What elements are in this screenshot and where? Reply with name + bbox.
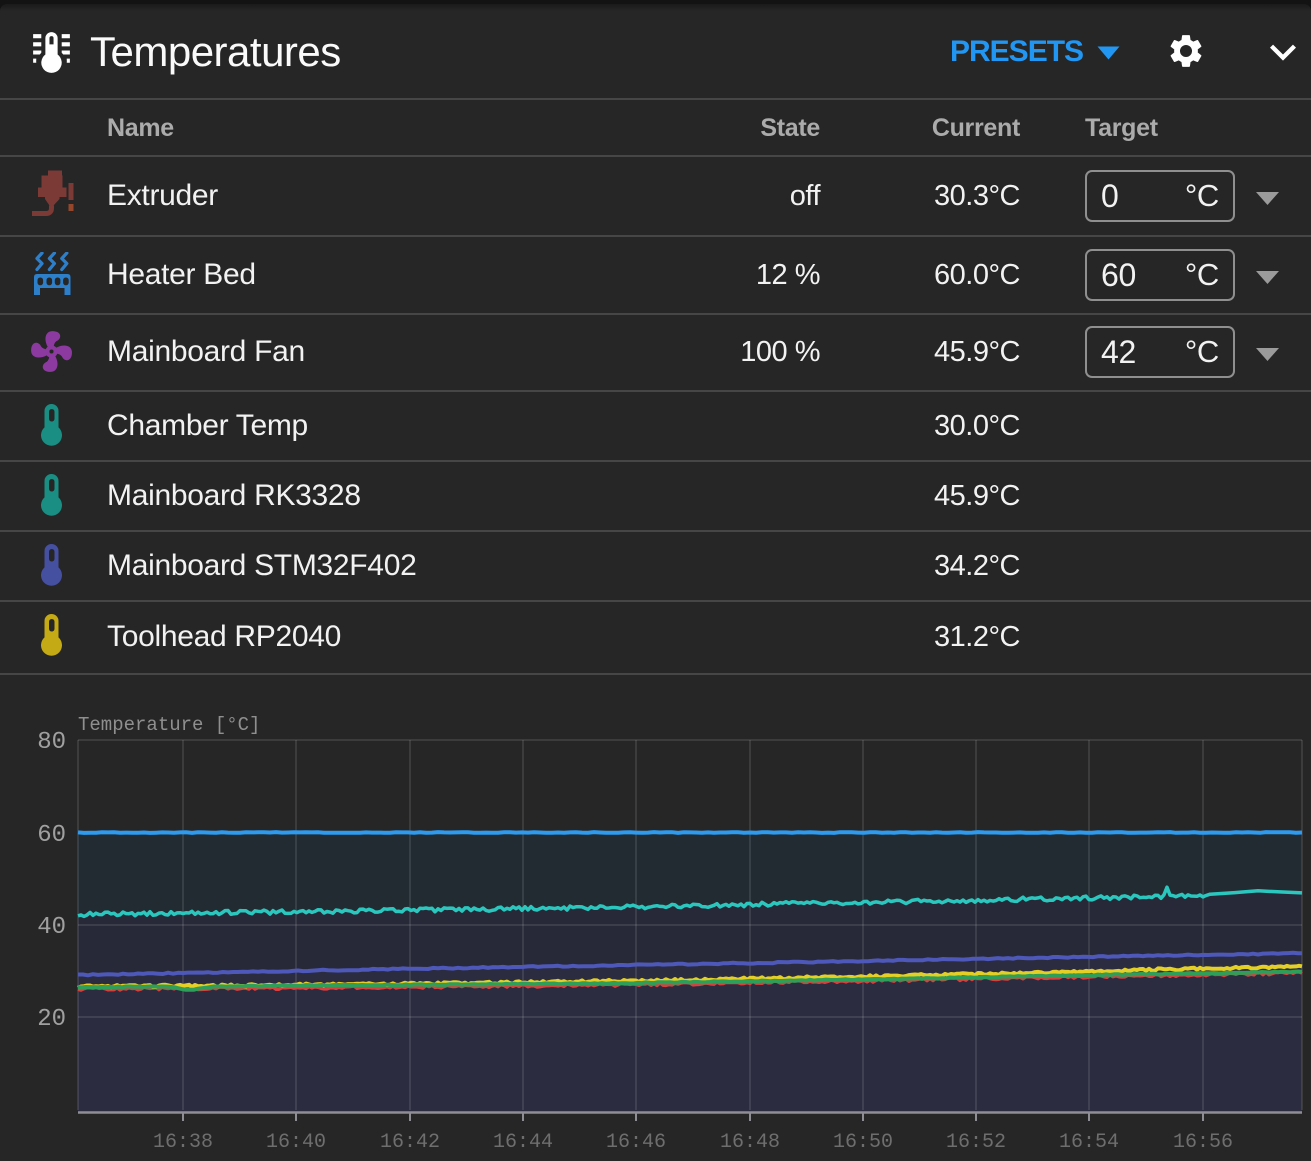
svg-text:16:52: 16:52 bbox=[946, 1131, 1006, 1154]
svg-text:16:42: 16:42 bbox=[380, 1131, 440, 1154]
svg-text:60: 60 bbox=[37, 822, 66, 849]
svg-text:16:46: 16:46 bbox=[606, 1131, 666, 1154]
svg-text:16:54: 16:54 bbox=[1059, 1131, 1119, 1154]
svg-text:16:40: 16:40 bbox=[266, 1131, 326, 1154]
svg-text:16:44: 16:44 bbox=[493, 1131, 553, 1154]
svg-text:40: 40 bbox=[37, 914, 66, 941]
svg-text:80: 80 bbox=[37, 729, 66, 756]
svg-text:20: 20 bbox=[37, 1006, 66, 1033]
svg-text:16:48: 16:48 bbox=[720, 1131, 780, 1154]
svg-text:16:56: 16:56 bbox=[1173, 1131, 1233, 1154]
svg-text:Temperature [°C]: Temperature [°C] bbox=[78, 714, 260, 736]
svg-text:16:50: 16:50 bbox=[833, 1131, 893, 1154]
svg-text:16:38: 16:38 bbox=[153, 1131, 213, 1154]
